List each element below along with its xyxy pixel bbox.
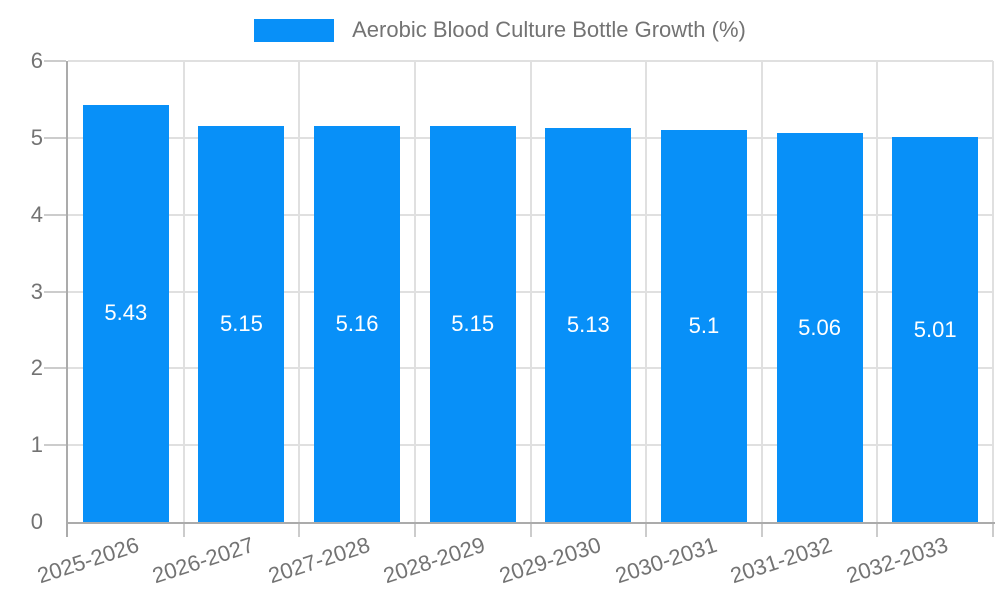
legend: Aerobic Blood Culture Bottle Growth (%) xyxy=(0,17,1000,43)
x-axis-tick-marks xyxy=(68,524,994,537)
x-tick-label: 2031-2032 xyxy=(727,532,836,589)
x-tick-label: 2032-2033 xyxy=(843,532,951,589)
x-tick-mark xyxy=(992,524,994,537)
x-tick-label: 2027-2028 xyxy=(264,532,373,589)
bar-value-label: 5.43 xyxy=(104,300,148,326)
y-tick-label: 2 xyxy=(30,355,43,381)
bar: 5.43 xyxy=(82,104,169,522)
y-tick-mark xyxy=(44,213,66,216)
x-tick-label: 2025-2026 xyxy=(33,532,142,589)
x-axis-line xyxy=(66,522,995,524)
y-axis-tick-marks xyxy=(44,60,66,522)
y-tick-mark xyxy=(44,367,66,370)
x-tick-mark xyxy=(529,524,532,537)
gridline-vertical xyxy=(760,61,763,522)
x-tick-label: 2029-2030 xyxy=(496,532,605,589)
y-tick-label: 3 xyxy=(30,278,43,304)
plot-area: 5.43 5.15 5.16 5.15 5.13 5.1 5.06 5.01 xyxy=(68,60,994,522)
x-tick-mark xyxy=(413,524,416,537)
gridline-vertical xyxy=(298,61,301,522)
y-tick-label: 1 xyxy=(30,432,43,458)
y-axis-line xyxy=(66,61,68,537)
x-tick-mark xyxy=(876,524,879,537)
y-tick-mark xyxy=(44,290,66,293)
bar-value-label: 5.1 xyxy=(688,313,720,339)
y-tick-label: 6 xyxy=(30,48,43,73)
gridline-vertical xyxy=(413,61,416,522)
y-tick-label: 5 xyxy=(30,124,43,150)
x-tick-mark xyxy=(298,524,301,537)
gridline-vertical xyxy=(182,61,185,522)
legend-swatch xyxy=(254,18,335,42)
y-axis-labels: 0 1 2 3 4 5 6 xyxy=(0,50,43,533)
gridline-vertical xyxy=(992,61,994,522)
x-axis-labels: 2025-2026 2026-2027 2027-2028 2028-2029 2029… xyxy=(34,524,993,600)
x-tick-label: 2026-2027 xyxy=(149,532,258,589)
gridline-vertical xyxy=(529,61,532,522)
y-tick-label: 0 xyxy=(30,509,43,534)
bar: 5.01 xyxy=(892,137,979,522)
gridline-vertical xyxy=(876,61,879,522)
y-tick-mark xyxy=(44,444,66,447)
bar: 5.1 xyxy=(660,130,747,522)
bar-value-label: 5.15 xyxy=(451,311,495,337)
bar: 5.15 xyxy=(429,126,516,522)
x-tick-mark xyxy=(182,524,185,537)
bar-value-label: 5.06 xyxy=(798,314,841,340)
bar: 5.06 xyxy=(776,133,863,522)
bar-value-label: 5.13 xyxy=(566,311,610,337)
bar-value-label: 5.01 xyxy=(913,316,957,342)
bar: 5.15 xyxy=(198,126,285,522)
x-tick-mark xyxy=(760,524,763,537)
bar-value-label: 5.16 xyxy=(335,310,379,336)
y-tick-mark xyxy=(44,60,66,62)
gridline-vertical xyxy=(645,61,648,522)
x-tick-mark xyxy=(645,524,648,537)
y-tick-mark xyxy=(44,136,66,139)
bar-value-label: 5.15 xyxy=(220,311,263,337)
legend-label: Aerobic Blood Culture Bottle Growth (%) xyxy=(352,17,746,42)
x-tick-label: 2028-2029 xyxy=(380,532,489,589)
bar: 5.13 xyxy=(545,127,632,522)
bar: 5.16 xyxy=(314,125,401,522)
y-tick-label: 4 xyxy=(30,201,43,227)
x-tick-label: 2030-2031 xyxy=(611,532,720,589)
